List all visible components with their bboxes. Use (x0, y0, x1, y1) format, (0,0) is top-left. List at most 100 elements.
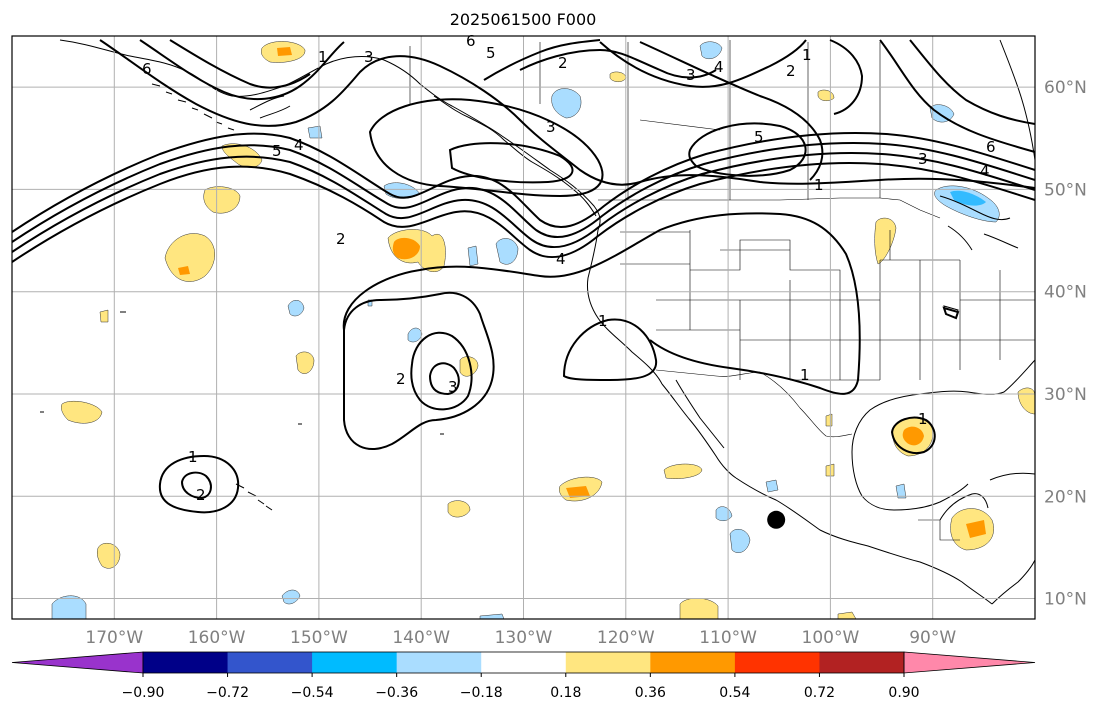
canada-west-coast (433, 95, 597, 217)
contour-label: 2 (786, 62, 796, 80)
contour-oval-gulf-alaska (368, 98, 604, 198)
positive-patch (874, 217, 897, 265)
colorbar-tick-label: −0.18 (460, 685, 503, 701)
contour-label: 1 (802, 46, 812, 64)
contour-label: 2 (336, 230, 346, 248)
negative-patch (281, 589, 301, 605)
contour-label: 1 (918, 410, 928, 428)
contour-label: 1 (800, 366, 810, 384)
lat-tick-label: 40°N (1044, 283, 1087, 303)
positive-patch (61, 401, 103, 424)
lat-tick-label: 30°N (1044, 385, 1087, 405)
positive-patch (825, 413, 833, 427)
contour-closed-3 (428, 362, 460, 396)
positive-patch-core (392, 237, 420, 260)
east-canada-coast (999, 39, 1036, 161)
colorbar-bin (312, 652, 398, 673)
canada-us-border (598, 197, 941, 219)
colorbar-tick-label: 0.72 (804, 685, 835, 701)
pacific-islands (40, 311, 444, 435)
negative-patch (307, 125, 323, 139)
alaska-inner-coast (249, 95, 291, 119)
contour-north-2 (483, 39, 601, 81)
colorbar-tick-label: −0.90 (122, 685, 165, 701)
contour-lines (11, 39, 1036, 514)
contour-line-6 (11, 162, 1036, 263)
cuba (989, 472, 1036, 481)
contour-line-nw (169, 39, 311, 89)
colorbar-tick-label: 0.18 (550, 685, 581, 701)
positive-patch-core (178, 266, 190, 275)
baja-california (661, 379, 737, 479)
contour-label: 6 (986, 138, 996, 156)
positive-patch (679, 598, 719, 620)
colorbar-tick-label: 0.90 (888, 685, 919, 701)
canada-province-borders (539, 40, 881, 200)
positive-patch (663, 463, 703, 479)
lon-tick-label: 160°W (188, 628, 246, 648)
colorbar-under-extend (11, 651, 144, 674)
positive-patch-core (902, 426, 924, 446)
contour-line-5 (11, 152, 1036, 253)
contour-line-1-pacific (342, 291, 495, 450)
aleutian-islands (151, 83, 235, 131)
contour-label: 1 (814, 176, 824, 194)
contour-label: 3 (686, 66, 696, 84)
gridlines (12, 36, 1035, 619)
colorbar-tick-label: −0.72 (206, 685, 249, 701)
lat-tick-label: 60°N (1044, 78, 1087, 98)
negative-patch (407, 327, 423, 343)
contour-line-1 (139, 39, 345, 101)
contour-label: 3 (364, 48, 374, 66)
lon-tick-label: 120°W (597, 628, 655, 648)
contour-gulf-1 (890, 416, 936, 454)
contour-label: 5 (272, 142, 282, 160)
us-mexico-border (655, 369, 853, 438)
contour-east-oval (688, 122, 807, 177)
contour-label: 1 (318, 48, 328, 66)
contour-small-loop (942, 306, 960, 320)
contour-label: 5 (754, 128, 764, 146)
positive-patch (295, 351, 315, 374)
positive-patch-core (566, 486, 590, 498)
contour-label: 3 (448, 378, 458, 396)
lon-tick-label: 170°W (85, 628, 143, 648)
lon-tick-label: 140°W (392, 628, 450, 648)
colorbar-tick-label: −0.36 (375, 685, 418, 701)
lon-tick-label: 110°W (699, 628, 757, 648)
negative-patch (467, 245, 479, 267)
colorbar-bin (819, 652, 905, 673)
contour-north-oval-2 (829, 39, 864, 115)
colorbar-bin (734, 652, 820, 673)
contour-label: 3 (918, 150, 928, 168)
lat-tick-label: 50°N (1044, 180, 1087, 200)
contour-label: 4 (980, 162, 990, 180)
contour-hawaii-1 (158, 454, 240, 514)
lon-tick-label: 150°W (290, 628, 348, 648)
colorbar-bin (650, 652, 736, 673)
contour-north-5 (639, 41, 824, 181)
great-lakes (939, 195, 1019, 319)
contour-labels: 1 3 5 6 6 2 3 4 5 3 4 2 1 5 1 3 6 4 2 4 … (142, 32, 996, 504)
negative-patch (765, 479, 779, 493)
negative-patch (495, 238, 519, 265)
negative-patch (929, 104, 955, 123)
negative-patch (895, 483, 907, 499)
contour-label: 4 (294, 136, 304, 154)
contour-closed-2 (410, 331, 473, 411)
colorbar (11, 651, 1036, 674)
contour-baja (562, 318, 658, 382)
contour-north-4 (599, 39, 807, 88)
contour-oval-inner (448, 142, 574, 184)
positive-patch (99, 309, 109, 323)
contour-label: 1 (188, 448, 198, 466)
contour-label: 6 (466, 32, 476, 50)
contour-northeast-2 (909, 39, 1036, 125)
lon-tick-label: 100°W (802, 628, 860, 648)
map-frame-border (11, 35, 1036, 620)
negative-patch (729, 528, 751, 553)
colorbar-bin (227, 652, 313, 673)
positive-patch (164, 233, 215, 282)
negative-patch (51, 595, 87, 620)
